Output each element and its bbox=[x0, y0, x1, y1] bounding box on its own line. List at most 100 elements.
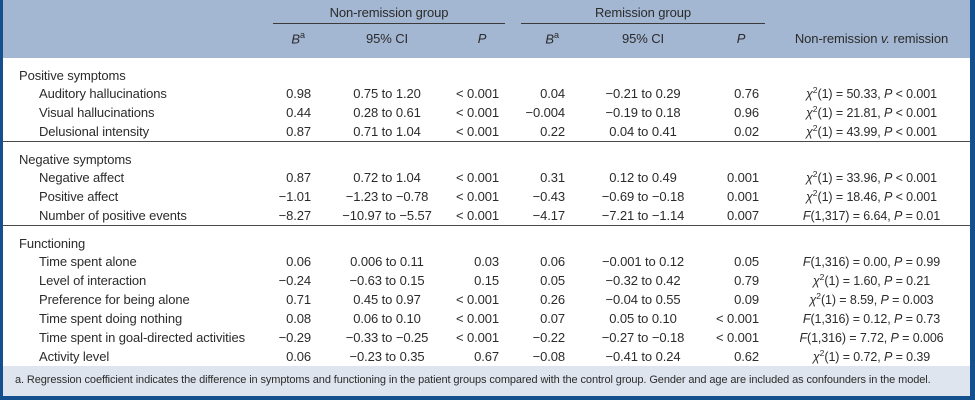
row-label: Time spent doing nothing bbox=[39, 311, 183, 326]
b-value: 0.07 bbox=[540, 311, 565, 326]
p-value: < 0.001 bbox=[455, 208, 499, 223]
table-row: Preference for being alone 0.71 0.45 to 0.… bbox=[3, 290, 970, 309]
footnote: a. Regression coefficient indicates the … bbox=[3, 366, 970, 396]
empty-header-cell bbox=[3, 24, 265, 58]
comparison-stat: χ2(1) = 21.81, P < 0.001 bbox=[806, 104, 937, 121]
p-value: < 0.001 bbox=[455, 330, 499, 345]
column-header-b: Ba bbox=[265, 24, 323, 58]
p-value: < 0.001 bbox=[715, 330, 760, 345]
b-value: −0.004 bbox=[525, 105, 565, 120]
table-row: Level of interaction −0.24 −0.63 to 0.15 0.… bbox=[3, 271, 970, 290]
section-label: Positive symptoms bbox=[19, 68, 126, 83]
table-row: Visual hallucinations 0.44 0.28 to 0.61 < 0… bbox=[3, 103, 970, 122]
p-value: < 0.001 bbox=[455, 311, 499, 326]
row-label: Delusional intensity bbox=[39, 124, 150, 139]
table-header: Non-remission group Remission group Ba 9… bbox=[3, 0, 970, 58]
comparison-stat: χ2(1) = 0.72, P = 0.39 bbox=[812, 348, 931, 365]
b-value: −0.22 bbox=[532, 330, 566, 345]
table-body: Positive symptoms Auditory hallucinations… bbox=[3, 58, 970, 366]
ci-value: 0.71 to 1.04 bbox=[353, 124, 421, 139]
table-row: Negative affect 0.87 0.72 to 1.04 < 0.001 0.… bbox=[3, 168, 970, 187]
ci-value: 0.72 to 1.04 bbox=[353, 170, 421, 185]
table-row: Activity level 0.06 −0.23 to 0.35 0.67 −0.08… bbox=[3, 347, 970, 366]
section-row: Positive symptoms bbox=[3, 58, 970, 84]
row-label: Level of interaction bbox=[39, 273, 147, 288]
table-row: Auditory hallucinations 0.98 0.75 to 1.20 <… bbox=[3, 84, 970, 103]
ci-value: 0.04 to 0.41 bbox=[609, 124, 677, 139]
ci-value: 0.45 to 0.97 bbox=[353, 292, 421, 307]
b-value: −1.01 bbox=[278, 189, 312, 204]
section-label: Negative symptoms bbox=[3, 141, 970, 168]
ci-value: 0.06 to 0.10 bbox=[353, 311, 421, 326]
b-value: 0.06 bbox=[286, 349, 311, 364]
b-value: −0.43 bbox=[532, 189, 566, 204]
comparison-stat: F(1,316) = 7.72, P = 0.006 bbox=[799, 331, 944, 346]
ci-value: −0.23 to 0.35 bbox=[349, 349, 425, 364]
row-label: Auditory hallucinations bbox=[39, 86, 167, 101]
b-value: −0.08 bbox=[532, 349, 566, 364]
ci-value: −0.001 to 0.12 bbox=[601, 254, 685, 269]
ci-value: −0.33 to −0.25 bbox=[345, 330, 429, 345]
p-value: 0.001 bbox=[726, 189, 760, 204]
b-value: 0.08 bbox=[286, 311, 311, 326]
b-value: 0.87 bbox=[286, 170, 311, 185]
row-label: Activity level bbox=[39, 349, 110, 364]
comparison-stat: χ2(1) = 18.46, P < 0.001 bbox=[806, 188, 937, 205]
b-value: 0.26 bbox=[540, 292, 565, 307]
b-value: 0.44 bbox=[286, 105, 311, 120]
row-label: Preference for being alone bbox=[39, 292, 190, 307]
p-value: 0.96 bbox=[734, 105, 760, 120]
row-label: Number of positive events bbox=[39, 208, 187, 223]
comparison-stat: F(1,317) = 6.64, P = 0.01 bbox=[802, 209, 941, 224]
column-header-ci: 95% CI bbox=[577, 24, 709, 58]
b-value: 0.05 bbox=[540, 273, 565, 288]
group-header-remission: Remission group bbox=[513, 0, 774, 24]
ci-value: −10.97 to −5.57 bbox=[342, 208, 432, 223]
table-row: Time spent in goal-directed activities −0… bbox=[3, 328, 970, 347]
row-label: Visual hallucinations bbox=[39, 105, 155, 120]
p-value: < 0.001 bbox=[455, 124, 499, 139]
ci-value: −0.69 to −0.18 bbox=[601, 189, 685, 204]
p-value: < 0.001 bbox=[455, 189, 499, 204]
comparison-stat: χ2(1) = 8.59, P = 0.003 bbox=[809, 291, 934, 308]
ci-value: −0.27 to −0.18 bbox=[601, 330, 685, 345]
column-header-b: Ba bbox=[513, 24, 577, 58]
column-header-row: Ba 95% CI P Ba 95% CI P Non-remission v.… bbox=[3, 24, 970, 58]
p-value: 0.05 bbox=[734, 254, 760, 269]
p-value: 0.76 bbox=[734, 86, 760, 101]
table-row: Number of positive events −8.27 −10.97 to … bbox=[3, 206, 970, 226]
ci-value: 0.05 to 0.10 bbox=[609, 311, 677, 326]
b-value: 0.22 bbox=[540, 124, 565, 139]
b-value: 0.87 bbox=[286, 124, 311, 139]
comparison-stat: F(1,316) = 0.00, P = 0.99 bbox=[802, 255, 941, 270]
row-label: Time spent alone bbox=[39, 254, 137, 269]
b-value: 0.06 bbox=[540, 254, 565, 269]
p-value: < 0.001 bbox=[455, 292, 499, 307]
column-header-ci: 95% CI bbox=[323, 24, 451, 58]
ci-value: −0.63 to 0.15 bbox=[349, 273, 425, 288]
ci-value: −0.32 to 0.42 bbox=[605, 273, 681, 288]
ci-value: 0.12 to 0.49 bbox=[609, 170, 677, 185]
empty-header-cell bbox=[3, 0, 265, 24]
p-value: < 0.001 bbox=[455, 86, 499, 101]
ci-value: −7.21 to −1.14 bbox=[601, 208, 685, 223]
b-value: −0.24 bbox=[278, 273, 312, 288]
group-label: Remission group bbox=[521, 3, 766, 24]
b-value: −0.29 bbox=[278, 330, 312, 345]
section-row: Functioning bbox=[3, 225, 970, 252]
group-header-non-remission: Non-remission group bbox=[265, 0, 513, 24]
b-value: −8.27 bbox=[278, 208, 312, 223]
p-value: < 0.001 bbox=[715, 311, 760, 326]
data-table: Non-remission group Remission group Ba 9… bbox=[3, 0, 970, 366]
comparison-stat: χ2(1) = 1.60, P = 0.21 bbox=[812, 272, 931, 289]
p-value: < 0.001 bbox=[455, 170, 499, 185]
b-value: 0.06 bbox=[286, 254, 311, 269]
empty-header-cell bbox=[773, 0, 970, 24]
group-label: Non-remission group bbox=[273, 3, 505, 24]
comparison-stat: F(1,316) = 0.12, P = 0.73 bbox=[802, 312, 941, 327]
ci-value: −0.19 to 0.18 bbox=[605, 105, 681, 120]
section-label: Functioning bbox=[3, 225, 970, 252]
p-value: 0.15 bbox=[474, 273, 499, 288]
ci-value: 0.28 to 0.61 bbox=[353, 105, 421, 120]
ci-value: −1.23 to −0.78 bbox=[345, 189, 429, 204]
